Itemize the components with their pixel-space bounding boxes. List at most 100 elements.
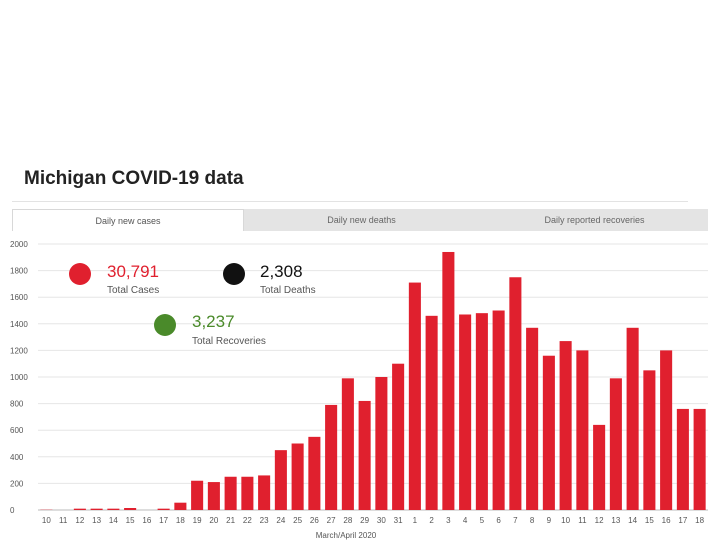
x-tick-label: 31 xyxy=(394,516,403,525)
bar xyxy=(459,314,472,510)
x-tick-label: 2 xyxy=(429,516,434,525)
total-deaths-label: Total Deaths xyxy=(260,285,316,296)
x-tick-label: 7 xyxy=(513,516,518,525)
bar xyxy=(492,310,505,510)
x-tick-label: 24 xyxy=(276,516,285,525)
y-tick-label: 800 xyxy=(10,400,24,409)
total-cases-stat: 30,791 Total Cases xyxy=(69,262,159,296)
x-tick-label: 10 xyxy=(561,516,570,525)
bar xyxy=(341,378,354,510)
x-tick-label: 13 xyxy=(92,516,101,525)
total-recoveries-label: Total Recoveries xyxy=(192,336,266,347)
y-tick-label: 1600 xyxy=(10,293,28,302)
y-tick-label: 2000 xyxy=(10,240,28,249)
bar xyxy=(609,378,622,510)
total-deaths-value: 2,308 xyxy=(260,262,303,281)
tab-bar: Daily new cases Daily new deaths Daily r… xyxy=(12,209,708,231)
x-tick-label: 16 xyxy=(142,516,151,525)
total-recoveries-stat: 3,237 Total Recoveries xyxy=(154,312,266,347)
daily-new-cases-chart: 0 200 400 600 800 1000 1200 1400 1600 1800 2000 10… xyxy=(10,240,708,540)
total-deaths-dot xyxy=(223,263,245,285)
bar xyxy=(509,277,522,510)
total-recoveries-dot xyxy=(154,314,176,336)
bar xyxy=(157,508,170,510)
x-tick-label: 27 xyxy=(327,516,336,525)
bar xyxy=(258,475,271,510)
x-tick-label: 14 xyxy=(628,516,637,525)
bar xyxy=(241,476,254,510)
total-recoveries-value: 3,237 xyxy=(192,312,235,331)
x-tick-label: 17 xyxy=(678,516,687,525)
x-tick-label: 15 xyxy=(126,516,135,525)
bar xyxy=(593,424,606,510)
bar xyxy=(308,436,321,510)
bar xyxy=(660,350,673,510)
bar xyxy=(693,408,706,510)
x-tick-label: 30 xyxy=(377,516,386,525)
x-tick-label: 11 xyxy=(59,516,68,525)
bar xyxy=(425,315,438,510)
bar xyxy=(207,482,220,510)
x-tick-label: 22 xyxy=(243,516,252,525)
bar xyxy=(676,408,689,510)
x-tick-label: 1 xyxy=(413,516,418,525)
bar xyxy=(526,327,539,510)
bar xyxy=(291,443,304,510)
x-tick-label: 8 xyxy=(530,516,535,525)
x-tick-label: 12 xyxy=(75,516,84,525)
bar xyxy=(90,508,103,510)
bar xyxy=(274,450,287,510)
x-tick-label: 29 xyxy=(360,516,369,525)
tab-daily-new-cases[interactable]: Daily new cases xyxy=(12,209,244,231)
bar xyxy=(643,370,656,510)
x-tick-label: 10 xyxy=(42,516,51,525)
total-deaths-stat: 2,308 Total Deaths xyxy=(223,262,316,296)
x-tick-label: 17 xyxy=(159,516,168,525)
tab-daily-new-deaths[interactable]: Daily new deaths xyxy=(327,215,396,225)
y-tick-label: 200 xyxy=(10,479,24,488)
title-divider xyxy=(12,201,688,202)
total-cases-dot xyxy=(69,263,91,285)
x-axis-label: March/April 2020 xyxy=(316,531,377,540)
x-tick-label: 20 xyxy=(209,516,218,525)
bar xyxy=(559,341,572,510)
y-tick-label: 400 xyxy=(10,453,24,462)
bar xyxy=(542,355,555,510)
bar xyxy=(174,502,187,510)
bar xyxy=(475,313,488,510)
y-tick-label: 1200 xyxy=(10,346,28,355)
y-tick-label: 1800 xyxy=(10,267,28,276)
x-tick-label: 3 xyxy=(446,516,451,525)
x-tick-label: 12 xyxy=(595,516,604,525)
x-tick-label: 4 xyxy=(463,516,468,525)
x-tick-label: 15 xyxy=(645,516,654,525)
x-tick-label: 28 xyxy=(343,516,352,525)
x-tick-label: 18 xyxy=(695,516,704,525)
bar xyxy=(224,476,237,510)
bar xyxy=(392,363,405,510)
bar xyxy=(325,404,338,510)
x-tick-label: 21 xyxy=(226,516,235,525)
bar xyxy=(408,282,421,510)
x-tick-label: 19 xyxy=(193,516,202,525)
x-tick-label: 14 xyxy=(109,516,118,525)
x-tick-label: 13 xyxy=(611,516,620,525)
bar xyxy=(358,400,371,510)
bar xyxy=(124,508,137,510)
bar xyxy=(626,327,639,510)
x-tick-label: 16 xyxy=(662,516,671,525)
x-tick-label: 23 xyxy=(260,516,269,525)
x-tick-label: 9 xyxy=(547,516,552,525)
tab-daily-reported-recoveries[interactable]: Daily reported recoveries xyxy=(544,215,645,225)
page-title: Michigan COVID-19 data xyxy=(24,168,244,189)
bar xyxy=(107,508,120,510)
total-cases-label: Total Cases xyxy=(107,285,159,296)
y-tick-label: 0 xyxy=(10,506,15,515)
x-tick-label: 5 xyxy=(480,516,485,525)
x-tick-label: 18 xyxy=(176,516,185,525)
total-cases-value: 30,791 xyxy=(107,262,159,281)
y-tick-label: 600 xyxy=(10,426,24,435)
x-tick-label: 11 xyxy=(578,516,587,525)
x-tick-label: 25 xyxy=(293,516,302,525)
bar xyxy=(191,480,204,510)
